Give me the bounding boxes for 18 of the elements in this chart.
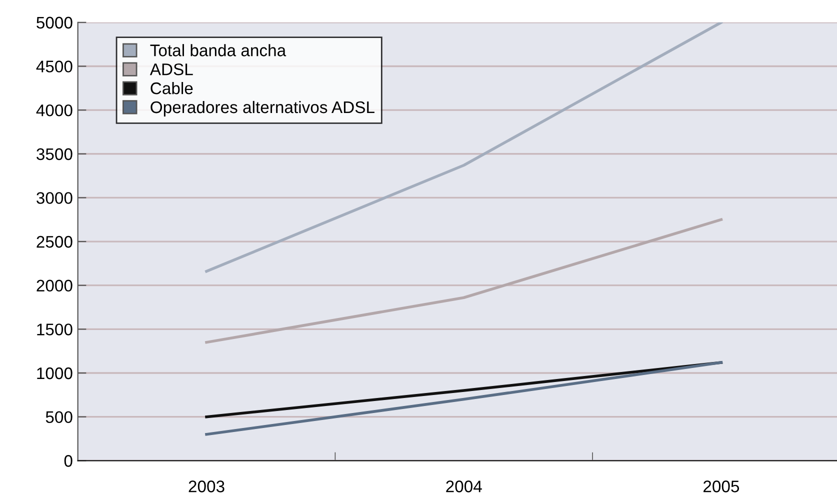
legend-label: Cable bbox=[150, 82, 193, 94]
x-tick-label: 2004 bbox=[446, 480, 482, 492]
y-tick-label: 0 bbox=[64, 455, 72, 467]
y-tick-label: 4000 bbox=[36, 104, 72, 116]
y-tick-label: 4500 bbox=[36, 60, 72, 72]
y-tick-label: 1000 bbox=[37, 367, 72, 380]
y-tick-label: 2500 bbox=[36, 236, 72, 248]
y-tick-label: 1500 bbox=[37, 324, 72, 336]
legend-label: Total banda ancha bbox=[150, 44, 286, 56]
y-tick-label: 3500 bbox=[36, 148, 72, 160]
y-tick-label: 500 bbox=[46, 411, 72, 424]
x-tick-label: 2005 bbox=[704, 480, 740, 492]
legend-label: ADSL bbox=[150, 63, 193, 76]
legend-label: Operadores alternativos ADSL bbox=[150, 100, 374, 116]
y-tick-label: 5000 bbox=[36, 16, 72, 29]
y-tick-label: 3000 bbox=[36, 192, 72, 204]
x-tick-label: 2003 bbox=[188, 480, 224, 492]
y-tick-label: 2000 bbox=[36, 280, 72, 292]
